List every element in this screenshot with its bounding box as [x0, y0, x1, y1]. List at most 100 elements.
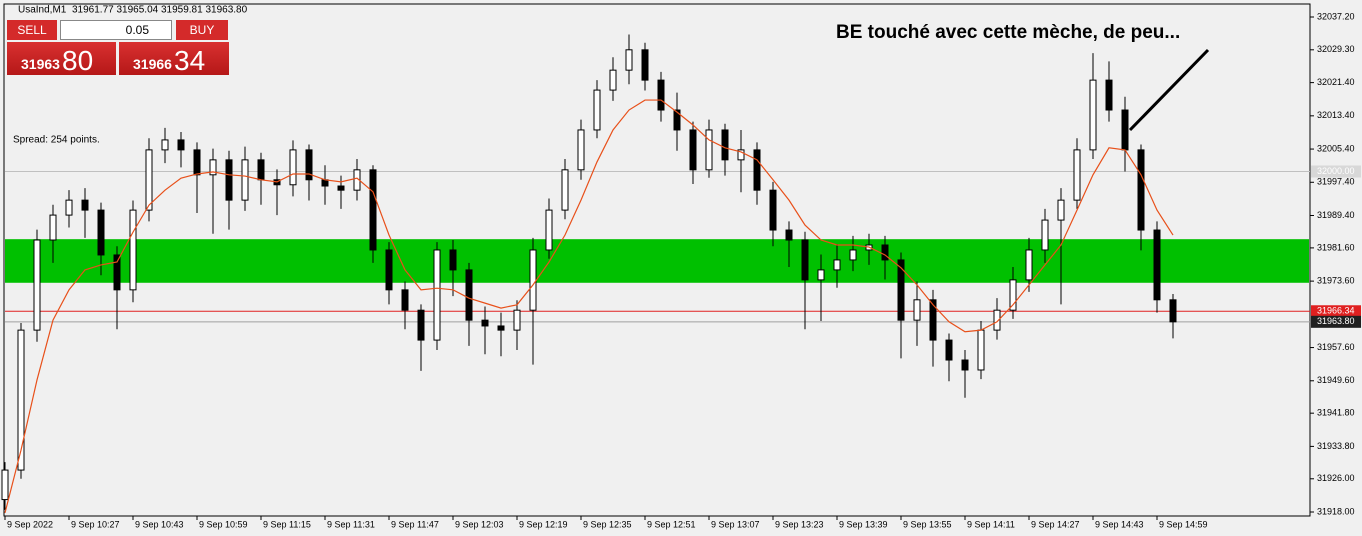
candle-body — [337, 185, 345, 191]
price-label-bg — [1311, 165, 1361, 178]
candle-body — [129, 209, 137, 291]
candle-body — [305, 149, 313, 181]
candle-body — [1009, 279, 1017, 311]
annotation: BE touché avec cette mèche, de peu... — [836, 22, 1180, 43]
x-tick-label: 9 Sep 13:55 — [903, 519, 952, 529]
candle-body — [513, 309, 521, 331]
spread: Spread: 254 points. — [13, 135, 100, 146]
y-tick-label: 31933.80 — [1317, 441, 1355, 451]
x-tick-label: 9 Sep 11:15 — [263, 519, 311, 529]
price-label: 32000.00 — [1317, 166, 1355, 176]
y-tick-label: 31981.60 — [1317, 242, 1355, 252]
candle-body — [593, 89, 601, 131]
candle-body — [1153, 229, 1161, 301]
y-tick-label: 32013.40 — [1317, 110, 1355, 120]
bid-big: 80 — [62, 45, 94, 76]
y-tick-label: 31997.40 — [1317, 177, 1355, 187]
candle-body — [1073, 149, 1081, 201]
candle-body — [833, 259, 841, 271]
candle-body — [625, 49, 633, 71]
candle-body — [913, 299, 921, 321]
candle-body — [881, 244, 889, 261]
candle-body — [369, 169, 377, 251]
x-tick-label: 9 Sep 14:11 — [967, 519, 1015, 529]
candle-body — [225, 159, 233, 201]
candle-body — [161, 139, 169, 151]
y-tick-label: 31926.00 — [1317, 473, 1355, 483]
candle-body — [785, 229, 793, 241]
x-tick-label: 9 Sep 12:51 — [647, 519, 696, 529]
x-tick-label: 9 Sep 13:39 — [839, 519, 888, 529]
candle-body — [97, 209, 105, 256]
candle-body — [145, 149, 153, 211]
y-tick-label: 31949.60 — [1317, 375, 1355, 385]
candle-body — [433, 249, 441, 341]
candle-body — [1, 469, 9, 501]
price-label-bg — [1311, 315, 1361, 328]
y-tick-label: 32029.30 — [1317, 44, 1355, 54]
x-tick-label: 9 Sep 13:07 — [711, 519, 760, 529]
candle-body — [257, 159, 265, 181]
candle-body — [673, 109, 681, 131]
bid-box[interactable]: 31963 80 — [7, 42, 116, 76]
ohlc: 31961.77 31965.04 31959.81 31963.80 — [72, 5, 248, 16]
ask-box[interactable]: 31966 34 — [119, 42, 229, 76]
price-label: 31966.34 — [1317, 306, 1355, 316]
candle-body — [241, 159, 249, 201]
x-tick-label: 9 Sep 14:27 — [1031, 519, 1080, 529]
ask-main: 31966 — [133, 56, 172, 72]
price-label: 31963.80 — [1317, 316, 1355, 326]
candle-body — [689, 129, 697, 171]
y-tick-label: 31918.00 — [1317, 506, 1355, 516]
candle-body — [17, 329, 25, 471]
candle-body — [561, 169, 569, 211]
candle-body — [1169, 299, 1177, 323]
y-tick-label: 32021.40 — [1317, 77, 1355, 87]
candle-body — [897, 259, 905, 321]
candle-body — [721, 129, 729, 161]
x-tick-label: 9 Sep 2022 — [7, 519, 53, 529]
buy-button[interactable]: BUY — [176, 20, 228, 40]
candle-body — [993, 309, 1001, 331]
candle-body — [209, 159, 217, 176]
candle-body — [753, 149, 761, 191]
candle-body — [33, 239, 41, 331]
candle-body — [481, 319, 489, 327]
x-tick-label: 9 Sep 10:43 — [135, 519, 184, 529]
symbol: UsaInd,M1 — [18, 5, 67, 16]
x-tick-label: 9 Sep 12:03 — [455, 519, 504, 529]
candle-body — [1121, 109, 1129, 151]
sell-button[interactable]: SELL — [7, 20, 57, 40]
y-tick-label: 31989.40 — [1317, 210, 1355, 220]
candle-body — [641, 49, 649, 81]
candle-body — [1041, 219, 1049, 251]
x-tick-label: 9 Sep 14:43 — [1095, 519, 1144, 529]
candle-body — [417, 309, 425, 341]
candle-body — [977, 329, 985, 371]
candle-body — [81, 199, 89, 211]
candle-body — [177, 139, 185, 151]
x-tick-label: 9 Sep 10:27 — [71, 519, 120, 529]
x-tick-label: 9 Sep 13:23 — [775, 519, 824, 529]
candle-body — [65, 199, 73, 216]
candle-body — [705, 129, 713, 171]
volume-input[interactable]: 0.05 — [60, 20, 172, 40]
candle-body — [769, 189, 777, 231]
y-tick-label: 32005.40 — [1317, 143, 1355, 153]
candle-body — [1089, 79, 1097, 151]
y-tick-label: 31957.60 — [1317, 342, 1355, 352]
candle-body — [113, 254, 121, 291]
candle-body — [385, 249, 393, 291]
candle-body — [945, 339, 953, 361]
y-tick-label: 32037.20 — [1317, 11, 1355, 21]
candle-body — [465, 269, 473, 321]
candle-body — [929, 299, 937, 341]
candle-body — [657, 79, 665, 111]
candle-body — [737, 149, 745, 161]
candle-body — [961, 359, 969, 371]
ask-big: 34 — [174, 45, 206, 76]
x-tick-label: 9 Sep 14:59 — [1159, 519, 1208, 529]
price-label-bg — [1311, 305, 1361, 318]
x-tick-label: 9 Sep 10:59 — [199, 519, 248, 529]
